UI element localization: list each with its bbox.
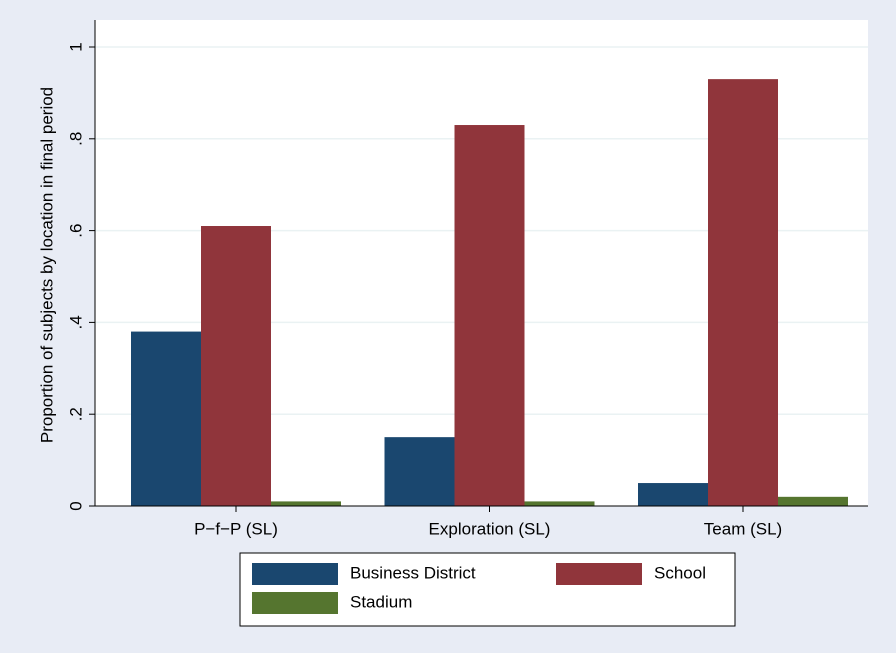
x-tick-label: P−f−P (SL) [194,519,278,538]
bar [454,125,525,506]
bar [524,501,595,506]
y-tick-label: .2 [66,407,85,421]
legend-label: Business District [350,563,476,582]
y-tick-label: .8 [66,132,85,146]
x-tick-label: Team (SL) [704,519,782,538]
x-tick-label: Exploration (SL) [429,519,551,538]
bar [778,496,848,506]
legend-label: Stadium [350,592,412,611]
y-tick-label: .4 [66,315,85,329]
bar [131,331,201,506]
legend-swatch [556,563,642,585]
y-tick-label: .6 [66,224,85,238]
y-axis-title: Proportion of subjects by location in fi… [37,87,56,443]
legend-label: School [654,563,706,582]
bar [384,437,455,506]
bar [708,79,778,506]
legend-swatch [252,563,338,585]
bar [201,226,271,506]
legend-swatch [252,592,338,614]
bar [271,501,341,506]
y-tick-label: 1 [66,42,85,51]
y-tick-label: 0 [66,501,85,510]
bar [638,483,708,506]
